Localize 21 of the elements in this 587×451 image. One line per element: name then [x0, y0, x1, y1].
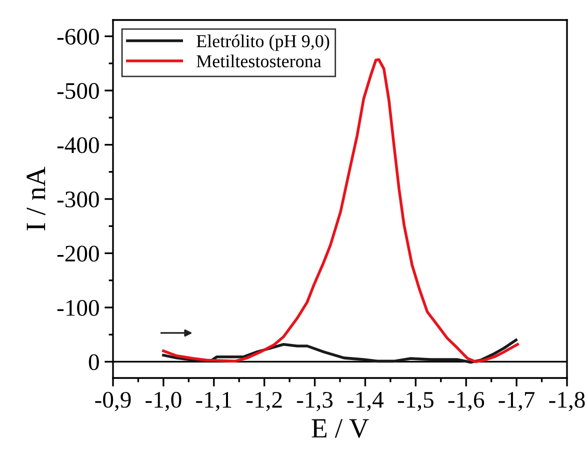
y-tick-label: -500	[57, 83, 99, 99]
x-tick-label: -1,8	[549, 392, 585, 412]
x-tick-label: -1,0	[146, 392, 182, 412]
y-tick-label: 0	[88, 354, 99, 370]
x-tick-label: -1,2	[246, 392, 282, 412]
legend-label: Eletrólito (pH 9,0)	[196, 34, 330, 51]
x-tick-label: -1,3	[296, 392, 333, 412]
x-tick-label: -1,4	[347, 392, 384, 412]
y-tick-label: -100	[57, 300, 99, 316]
y-axis-title: I / nA	[26, 166, 46, 230]
y-tick-label: -300	[57, 191, 99, 208]
x-tick-label: -0,9	[95, 392, 131, 412]
x-tick-label: -1,6	[448, 392, 484, 412]
y-tick-label: -400	[57, 137, 99, 154]
x-tick-label: -1,5	[398, 392, 434, 412]
y-tick-label: -600	[57, 28, 99, 45]
y-tick-label: -200	[57, 246, 99, 262]
x-tick-label: -1,1	[196, 392, 232, 412]
x-axis-title: E / V	[312, 419, 369, 438]
x-tick-label: -1,7	[498, 392, 535, 412]
legend-label: Metiltestosterona	[196, 54, 322, 68]
